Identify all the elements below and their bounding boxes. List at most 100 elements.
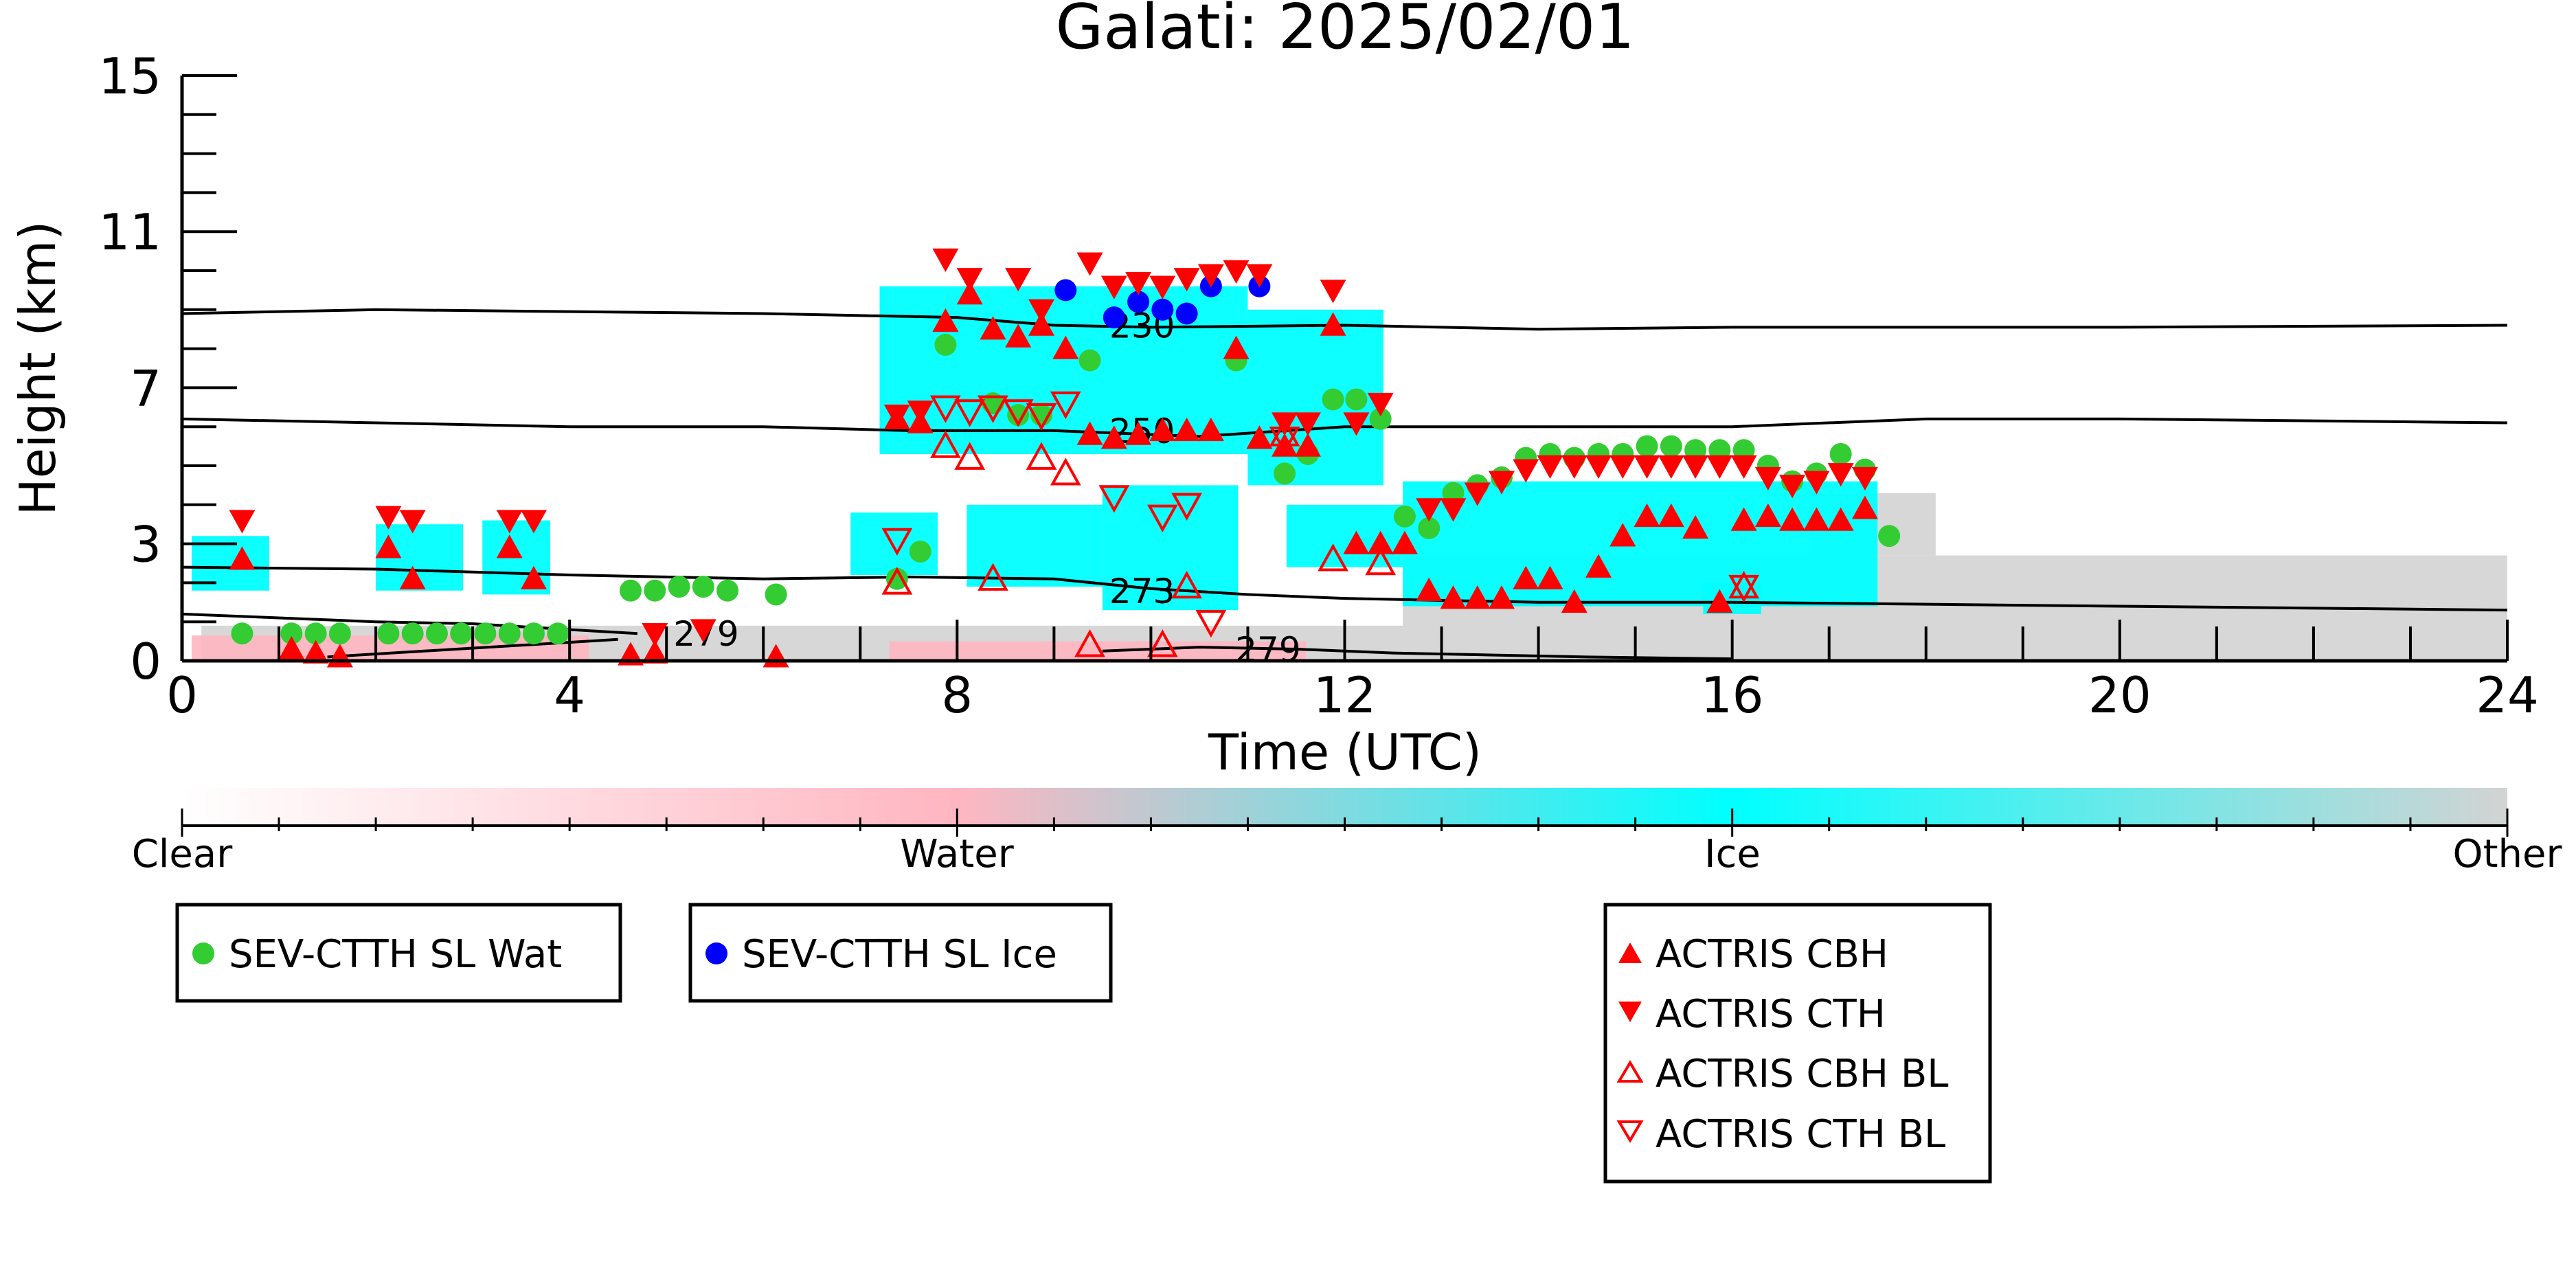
temperature-isotherms	[182, 308, 2507, 661]
marker-actris-cth	[1149, 275, 1176, 300]
y-tick-label: 3	[130, 516, 161, 574]
marker-actris-cbh-bl	[930, 430, 961, 458]
marker-actris-cbh	[1488, 585, 1515, 609]
isotherm-273	[182, 565, 2507, 612]
marker-actris-cbh	[1827, 507, 1854, 531]
marker-actris-cbh	[1052, 335, 1079, 359]
marker-sev-ctth-sl-wat	[425, 622, 448, 645]
marker-actris-cbh	[1343, 530, 1370, 554]
marker-actris-cbh	[1609, 523, 1636, 547]
marker-actris-cth	[1246, 264, 1273, 288]
colorbar-label-ice: Ice	[1704, 832, 1761, 877]
chart-title: Galati: 2025/02/01	[1055, 0, 1634, 63]
data-markers	[229, 248, 1901, 668]
marker-sev-ctth-sl-wat	[692, 576, 714, 598]
isotherm-250	[182, 417, 2507, 438]
legend-label: SEV-CTTH SL Wat	[229, 932, 562, 977]
marker-actris-cth	[1005, 268, 1032, 292]
marker-actris-cth	[690, 619, 716, 643]
marker-actris-cbh	[1367, 530, 1394, 554]
marker-sev-ctth-sl-ice	[1054, 279, 1077, 302]
marker-sev-ctth-sl-wat	[885, 567, 908, 590]
marker-actris-cth	[1100, 275, 1127, 300]
y-tick-label: 7	[130, 359, 161, 417]
marker-actris-cbh	[302, 640, 329, 664]
marker-actris-cth	[1343, 412, 1370, 436]
marker-sev-ctth-sl-wat	[280, 622, 303, 645]
x-tick-label: 20	[2088, 666, 2151, 724]
isotherm-label: 279	[1235, 630, 1300, 670]
legend-marker-sev-ice	[705, 942, 727, 964]
isotherm-279	[182, 612, 638, 635]
colorbar-label-clear: Clear	[132, 832, 233, 877]
marker-sev-ctth-sl-wat	[522, 622, 545, 645]
y-tick-label: 15	[98, 47, 161, 105]
marker-actris-cth-bl	[1026, 403, 1057, 431]
marker-actris-cth	[399, 510, 426, 534]
marker-actris-cth-bl	[1002, 399, 1034, 427]
marker-actris-cbh	[642, 640, 668, 664]
x-tick-label: 12	[1313, 666, 1377, 724]
y-tick-label: 0	[130, 633, 161, 690]
marker-actris-cth	[1223, 260, 1250, 284]
legend-label: ACTRIS CBH BL	[1656, 1052, 1948, 1096]
marker-actris-cbh	[1391, 530, 1418, 554]
marker-actris-cbh	[1005, 324, 1032, 348]
marker-actris-cbh	[375, 534, 402, 558]
marker-actris-cbh	[1754, 503, 1781, 528]
legend-box	[175, 903, 622, 1003]
marker-actris-cth	[1537, 455, 1563, 479]
marker-sev-ctth-sl-wat	[474, 622, 497, 645]
marker-sev-ctth-sl-wat	[1418, 517, 1440, 539]
marker-actris-cbh	[1851, 495, 1878, 519]
marker-actris-cbh	[1076, 421, 1103, 445]
phase-colorbar: Clear Water Ice Other	[132, 788, 2562, 877]
marker-sev-ctth-sl-wat	[1393, 505, 1416, 528]
marker-actris-cth	[1320, 280, 1346, 304]
marker-actris-cth-bl	[1146, 504, 1178, 532]
marker-actris-cth	[1197, 264, 1224, 288]
marker-actris-cbh	[496, 534, 523, 558]
marker-actris-cbh	[1634, 503, 1660, 528]
marker-actris-cth	[1803, 471, 1830, 495]
marker-actris-cbh	[1125, 421, 1152, 445]
marker-actris-cth	[1513, 459, 1539, 483]
marker-sev-ctth-sl-wat	[620, 579, 642, 602]
legend-box	[1603, 903, 1992, 1184]
marker-actris-cth-bl	[978, 395, 1008, 423]
marker-sev-ctth-sl-wat	[377, 622, 400, 645]
marker-actris-cth	[1706, 455, 1733, 479]
marker-sev-ctth-sl-wat	[231, 622, 253, 645]
marker-sev-ctth-sl-wat	[401, 622, 424, 645]
marker-actris-cbh	[1658, 503, 1684, 528]
marker-sev-ctth-sl-wat	[450, 622, 473, 645]
marker-actris-cth	[1464, 482, 1491, 506]
marker-actris-cth	[1561, 455, 1588, 479]
marker-actris-cbh-bl	[978, 563, 1008, 591]
marker-sev-ctth-sl-wat	[1007, 404, 1030, 427]
marker-actris-cbh-bl	[954, 442, 986, 470]
marker-actris-cth	[1585, 455, 1612, 479]
marker-actris-cth	[1682, 455, 1709, 479]
marker-actris-cbh	[1585, 554, 1612, 578]
isotherm-279	[1102, 646, 1732, 661]
marker-actris-cth	[1173, 268, 1200, 292]
colorbar-ticks	[181, 809, 2509, 837]
marker-actris-cbh	[932, 308, 959, 332]
x-tick-label: 4	[554, 666, 585, 724]
marker-actris-cth	[1827, 463, 1854, 487]
marker-sev-ctth-sl-wat	[1660, 435, 1682, 457]
marker-actris-cbh	[1223, 335, 1250, 359]
marker-sev-ctth-sl-wat	[328, 622, 351, 645]
marker-actris-cth	[1730, 455, 1757, 479]
marker-actris-cth	[1367, 392, 1394, 417]
marker-actris-cth	[1488, 471, 1515, 495]
marker-actris-cbh	[1706, 589, 1733, 613]
marker-sev-ctth-sl-wat	[1078, 349, 1101, 372]
legend-label: ACTRIS CTH	[1656, 992, 1886, 1037]
marker-actris-cbh-bl	[1146, 629, 1178, 657]
marker-actris-cth	[229, 510, 256, 534]
marker-sev-ctth-sl-wat	[644, 579, 666, 602]
marker-actris-cbh	[399, 565, 426, 589]
